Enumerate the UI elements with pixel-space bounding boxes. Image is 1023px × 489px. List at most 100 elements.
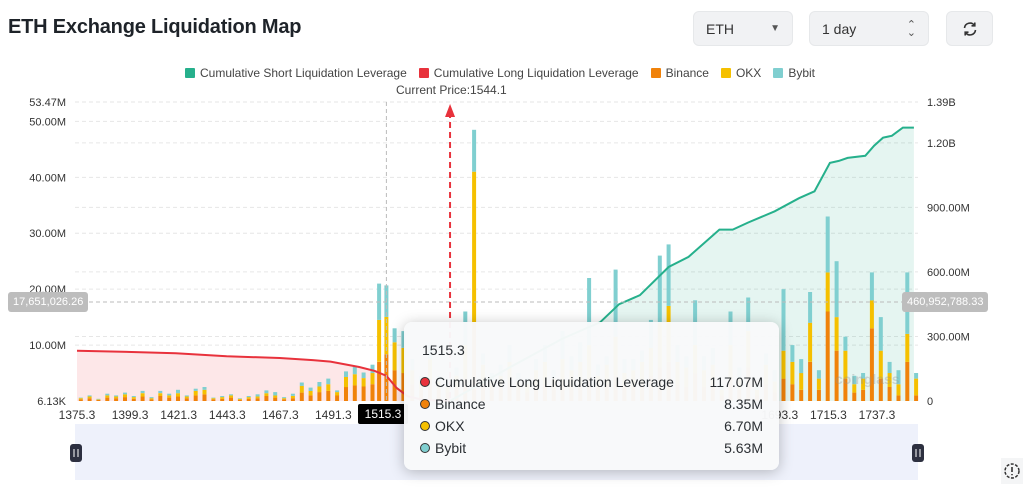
chart-legend: Cumulative Short Liquidation Leverage Cum… — [0, 66, 1000, 80]
bar-bybit — [896, 370, 901, 385]
bar-okx — [799, 373, 804, 390]
legend-item[interactable]: Bybit — [773, 66, 815, 80]
bar-binance — [878, 378, 883, 401]
tooltip-value: 117.07M — [709, 374, 763, 390]
right-axis-tick: 600.00M — [927, 267, 970, 279]
bar-binance — [816, 389, 821, 401]
bar-binance — [887, 387, 892, 401]
bar-okx — [401, 347, 406, 374]
bar-okx — [825, 272, 830, 312]
range-select-value: 1 day — [822, 20, 857, 37]
legend-label: Cumulative Long Liquidation Leverage — [433, 66, 639, 80]
grip-icon — [915, 449, 921, 457]
series-dot-icon — [420, 399, 430, 409]
bar-okx — [246, 397, 251, 399]
bar-bybit — [825, 216, 830, 273]
series-dot-icon — [420, 377, 430, 387]
bar-bybit — [370, 364, 375, 374]
bar-binance — [290, 398, 295, 401]
refresh-button[interactable] — [946, 11, 993, 46]
bar-bybit — [352, 366, 357, 375]
legend-label: Binance — [665, 66, 709, 80]
bar-bybit — [808, 292, 813, 323]
bar-binance — [105, 397, 110, 401]
bar-bybit — [843, 336, 848, 351]
bar-binance — [843, 378, 848, 401]
bar-okx — [229, 395, 233, 398]
bar-binance — [401, 373, 406, 401]
legend-item[interactable]: Binance — [650, 66, 709, 80]
bar-binance — [352, 385, 357, 401]
tooltip-label: Bybit — [435, 440, 467, 456]
bar-bybit — [472, 129, 477, 172]
bar-bybit — [246, 396, 251, 398]
bar-okx — [114, 396, 119, 399]
range-select[interactable]: 1 day ⌃ ⌄ — [809, 11, 929, 46]
left-axis-tick: 50.00M — [29, 116, 66, 128]
legend-item[interactable]: Cumulative Long Liquidation Leverage — [418, 66, 639, 80]
bar-binance — [140, 396, 145, 401]
tooltip-label: Cumulative Long Liquidation Leverage — [435, 374, 674, 390]
bar-bybit — [613, 269, 618, 337]
bar-okx — [905, 333, 910, 362]
bar-okx — [290, 396, 295, 399]
bar-okx — [140, 393, 145, 397]
bar-binance — [896, 395, 901, 401]
bar-bybit — [202, 387, 207, 390]
bar-bybit — [96, 398, 101, 400]
bar-bybit — [87, 395, 92, 397]
x-axis-tick: 1715.3 — [810, 408, 847, 422]
bar-bybit — [392, 328, 397, 343]
navigator-handle-left[interactable] — [70, 444, 82, 462]
right-axis-tick: 900.00M — [927, 202, 970, 214]
x-axis-tick: 1737.3 — [859, 408, 896, 422]
bar-okx — [123, 394, 127, 398]
bar-bybit — [290, 393, 295, 396]
bar-bybit — [149, 397, 154, 399]
legend-item[interactable]: OKX — [720, 66, 761, 80]
bar-binance — [361, 386, 366, 401]
bar-bybit — [861, 373, 866, 379]
bar-binance — [808, 361, 813, 401]
bar-bybit — [317, 382, 322, 387]
bar-binance — [123, 397, 127, 401]
bar-okx — [255, 396, 260, 399]
right-axis-tick: 1.20B — [927, 138, 956, 150]
bar-okx — [105, 395, 110, 398]
crosshair-left-value: 17,651,026.26 — [8, 292, 89, 312]
bar-bybit — [176, 389, 180, 394]
bar-bybit — [282, 397, 287, 399]
left-axis-tick: 6.13K — [37, 396, 66, 408]
bar-bybit — [220, 396, 225, 398]
tooltip-value: 8.35M — [724, 396, 763, 412]
bar-okx — [237, 398, 242, 400]
bar-okx — [184, 396, 189, 399]
bar-bybit — [344, 371, 348, 377]
bar-okx — [869, 300, 874, 329]
left-axis-tick: 30.00M — [29, 228, 66, 240]
tooltip-row: OKX 6.70M — [420, 416, 763, 436]
chart-tooltip: 1515.3 Cumulative Long Liquidation Lever… — [404, 322, 779, 470]
bar-bybit — [657, 255, 662, 323]
bar-binance — [193, 395, 198, 401]
short-line — [449, 126, 914, 402]
bar-okx — [326, 384, 331, 391]
bar-okx — [887, 373, 892, 387]
legend-label: Cumulative Short Liquidation Leverage — [199, 66, 407, 80]
bar-okx — [78, 398, 83, 400]
bar-binance — [255, 398, 260, 401]
bar-binance — [184, 398, 189, 401]
bar-binance — [167, 397, 172, 401]
feedback-button[interactable] — [1001, 458, 1023, 484]
bar-binance — [914, 395, 919, 401]
bar-okx — [352, 374, 357, 386]
legend-item[interactable]: Cumulative Short Liquidation Leverage — [184, 66, 407, 80]
bar-bybit — [887, 361, 892, 374]
navigator-handle-right[interactable] — [912, 444, 924, 462]
symbol-select[interactable]: ETH ▼ — [693, 11, 793, 46]
bar-bybit — [878, 317, 883, 351]
left-axis-tick: 10.00M — [29, 340, 66, 352]
left-axis-tick: 40.00M — [29, 172, 66, 184]
bar-bybit — [666, 244, 671, 306]
bar-binance — [825, 311, 830, 401]
